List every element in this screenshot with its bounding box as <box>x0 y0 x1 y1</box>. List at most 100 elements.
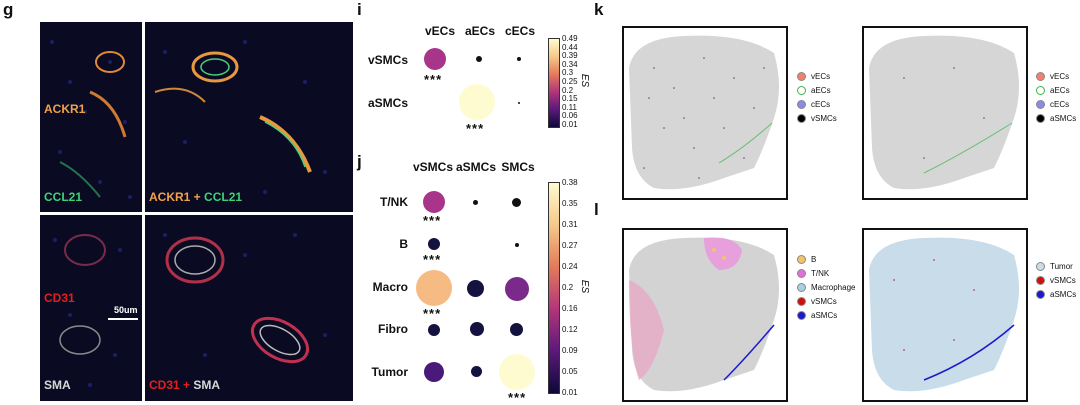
column-header: aSMCs <box>455 160 496 174</box>
panel-label-l: l <box>594 200 599 219</box>
legend-swatch <box>797 100 806 110</box>
colorbar-tick: 0.27 <box>562 241 578 250</box>
colorbar-tick: 0.24 <box>562 262 578 271</box>
spatial-map-l-right <box>862 228 1028 402</box>
spatial-map-k-left <box>622 26 788 200</box>
legend-swatch <box>797 283 806 293</box>
tissue-map <box>629 237 779 392</box>
label-sma: SMA <box>44 378 71 392</box>
legend-label: aSMCs <box>1050 290 1077 299</box>
legend-item: vSMCs <box>797 114 837 124</box>
legend-swatch <box>1036 290 1045 300</box>
dot-vsmcs-cecs <box>517 57 521 61</box>
row-header: B <box>399 237 408 251</box>
legend-swatch <box>797 311 806 321</box>
significance-stars: *** <box>423 213 442 228</box>
column-header: vECs <box>424 24 456 38</box>
legend-swatch <box>1036 72 1045 82</box>
label-plus: + <box>190 190 205 204</box>
micrograph-ackr1-ccl21: ACKR1 CCL21 <box>40 22 142 212</box>
dot-tumor-vsmcs <box>424 362 444 382</box>
legend-label: Macrophage <box>811 283 856 292</box>
legend-label: T/NK <box>811 269 830 278</box>
dot-fibro-vsmcs <box>428 324 440 336</box>
legend-swatch <box>797 114 806 124</box>
row-header: aSMCs <box>367 96 408 110</box>
legend-swatch <box>797 72 806 82</box>
tissue-map <box>869 237 1019 392</box>
legend-label: Tumor <box>1050 262 1073 271</box>
colorbar-tick: 0.34 <box>562 60 578 69</box>
label-plus: + <box>179 378 194 392</box>
significance-stars: *** <box>466 121 485 136</box>
legend-label: vECs <box>811 72 831 81</box>
legend-label: B <box>811 255 817 264</box>
legend-label: vSMCs <box>811 297 837 306</box>
label-ackr1: ACKR1 <box>149 190 191 204</box>
colorbar-tick: 0.09 <box>562 346 578 355</box>
micrograph-texture <box>154 40 327 194</box>
dot-b-smcs <box>515 243 519 247</box>
significance-stars: *** <box>424 72 443 87</box>
colorbar-tick: 0.01 <box>562 120 578 129</box>
dot-tnk-asmcs <box>473 200 478 205</box>
legend-swatch <box>797 255 806 265</box>
dot-b-vsmcs <box>428 238 440 250</box>
tissue-map <box>629 35 779 190</box>
legend-item: vSMCs <box>797 297 837 307</box>
legend-label: vSMCs <box>811 114 837 123</box>
scale-bar <box>108 318 138 320</box>
micrograph-merge-ackr1-ccl21: ACKR1 + CCL21 <box>145 22 353 212</box>
legend-item: Macrophage <box>797 283 856 293</box>
legend-swatch <box>1036 86 1045 96</box>
colorbar-j <box>548 182 560 394</box>
dot-vsmcs-vecs <box>424 48 446 70</box>
legend-item: aSMCs <box>797 311 838 321</box>
panel-label-i: i <box>357 0 362 19</box>
spatial-map-l-left <box>622 228 788 402</box>
dot-fibro-smcs <box>510 323 523 336</box>
micrograph-texture <box>53 234 122 387</box>
label-cd31: CD31 <box>149 378 180 392</box>
colorbar-tick: 0.3 <box>562 68 574 77</box>
legend-item: vECs <box>1036 72 1069 82</box>
legend-item: Tumor <box>1036 262 1073 272</box>
legend-item: cECs <box>1036 100 1070 110</box>
dot-tumor-smcs <box>499 354 535 390</box>
panel-label-g: g <box>3 0 14 19</box>
panel-label-k: k <box>594 0 604 19</box>
legend-item: vECs <box>797 72 831 82</box>
column-header: cECs <box>504 24 536 38</box>
label-ackr1-ccl21-merge: ACKR1 + CCL21 <box>149 190 242 204</box>
colorbar-tick: 0.38 <box>562 178 578 187</box>
row-header: Macro <box>372 280 408 294</box>
legend-item: aSMCs <box>1036 290 1077 300</box>
micrograph-texture <box>163 233 327 364</box>
legend-item: aSMCs <box>1036 114 1076 124</box>
column-header: aECs <box>464 24 496 38</box>
label-cd31-sma-merge: CD31 + SMA <box>149 378 220 392</box>
legend-item: T/NK <box>797 269 830 279</box>
micrograph-texture <box>50 40 132 199</box>
colorbar-tick: 0.2 <box>562 283 574 292</box>
dot-asmcs-aecs <box>459 84 495 120</box>
legend-label: cECs <box>1050 100 1070 109</box>
colorbar-label: ES <box>579 73 591 88</box>
colorbar-tick: 0.16 <box>562 304 578 313</box>
significance-stars: *** <box>423 306 442 321</box>
dot-asmcs-cecs <box>518 102 520 104</box>
colorbar-tick: 0.12 <box>562 325 578 334</box>
legend-label: aSMCs <box>811 311 838 320</box>
label-ccl21: CCL21 <box>204 190 243 204</box>
micrograph-cd31-sma: CD31 SMA 50um <box>40 215 142 401</box>
dot-fibro-asmcs <box>470 322 484 336</box>
colorbar-tick: 0.49 <box>562 34 578 43</box>
scale-bar-label: 50um <box>114 305 138 315</box>
legend-swatch <box>1036 262 1045 272</box>
colorbar-tick: 0.31 <box>562 220 578 229</box>
colorbar-tick: 0.39 <box>562 51 578 60</box>
colorbar-tick: 0.11 <box>562 103 577 112</box>
row-header: T/NK <box>380 195 408 209</box>
colorbar-tick: 0.01 <box>562 388 578 397</box>
row-header: Tumor <box>371 365 408 379</box>
